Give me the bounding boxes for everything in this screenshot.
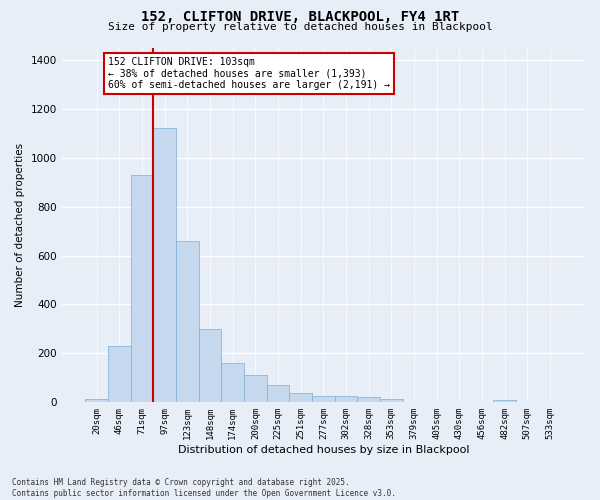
Bar [493,400,516,402]
Bar [199,329,221,402]
Text: Size of property relative to detached houses in Blackpool: Size of property relative to detached ho… [107,22,493,32]
Bar [358,398,380,402]
Bar [176,241,199,402]
Bar [108,346,131,403]
Y-axis label: Number of detached properties: Number of detached properties [15,143,25,307]
Text: 152, CLIFTON DRIVE, BLACKPOOL, FY4 1RT: 152, CLIFTON DRIVE, BLACKPOOL, FY4 1RT [141,10,459,24]
Text: Contains HM Land Registry data © Crown copyright and database right 2025.
Contai: Contains HM Land Registry data © Crown c… [12,478,396,498]
Bar [266,385,289,402]
Text: 152 CLIFTON DRIVE: 103sqm
← 38% of detached houses are smaller (1,393)
60% of se: 152 CLIFTON DRIVE: 103sqm ← 38% of detac… [108,58,390,90]
Bar [131,175,154,402]
Bar [335,396,358,402]
Bar [244,376,266,402]
X-axis label: Distribution of detached houses by size in Blackpool: Distribution of detached houses by size … [178,445,469,455]
Bar [85,398,108,402]
Bar [380,398,403,402]
Bar [221,363,244,403]
Bar [289,392,312,402]
Bar [312,396,335,402]
Bar [154,128,176,402]
